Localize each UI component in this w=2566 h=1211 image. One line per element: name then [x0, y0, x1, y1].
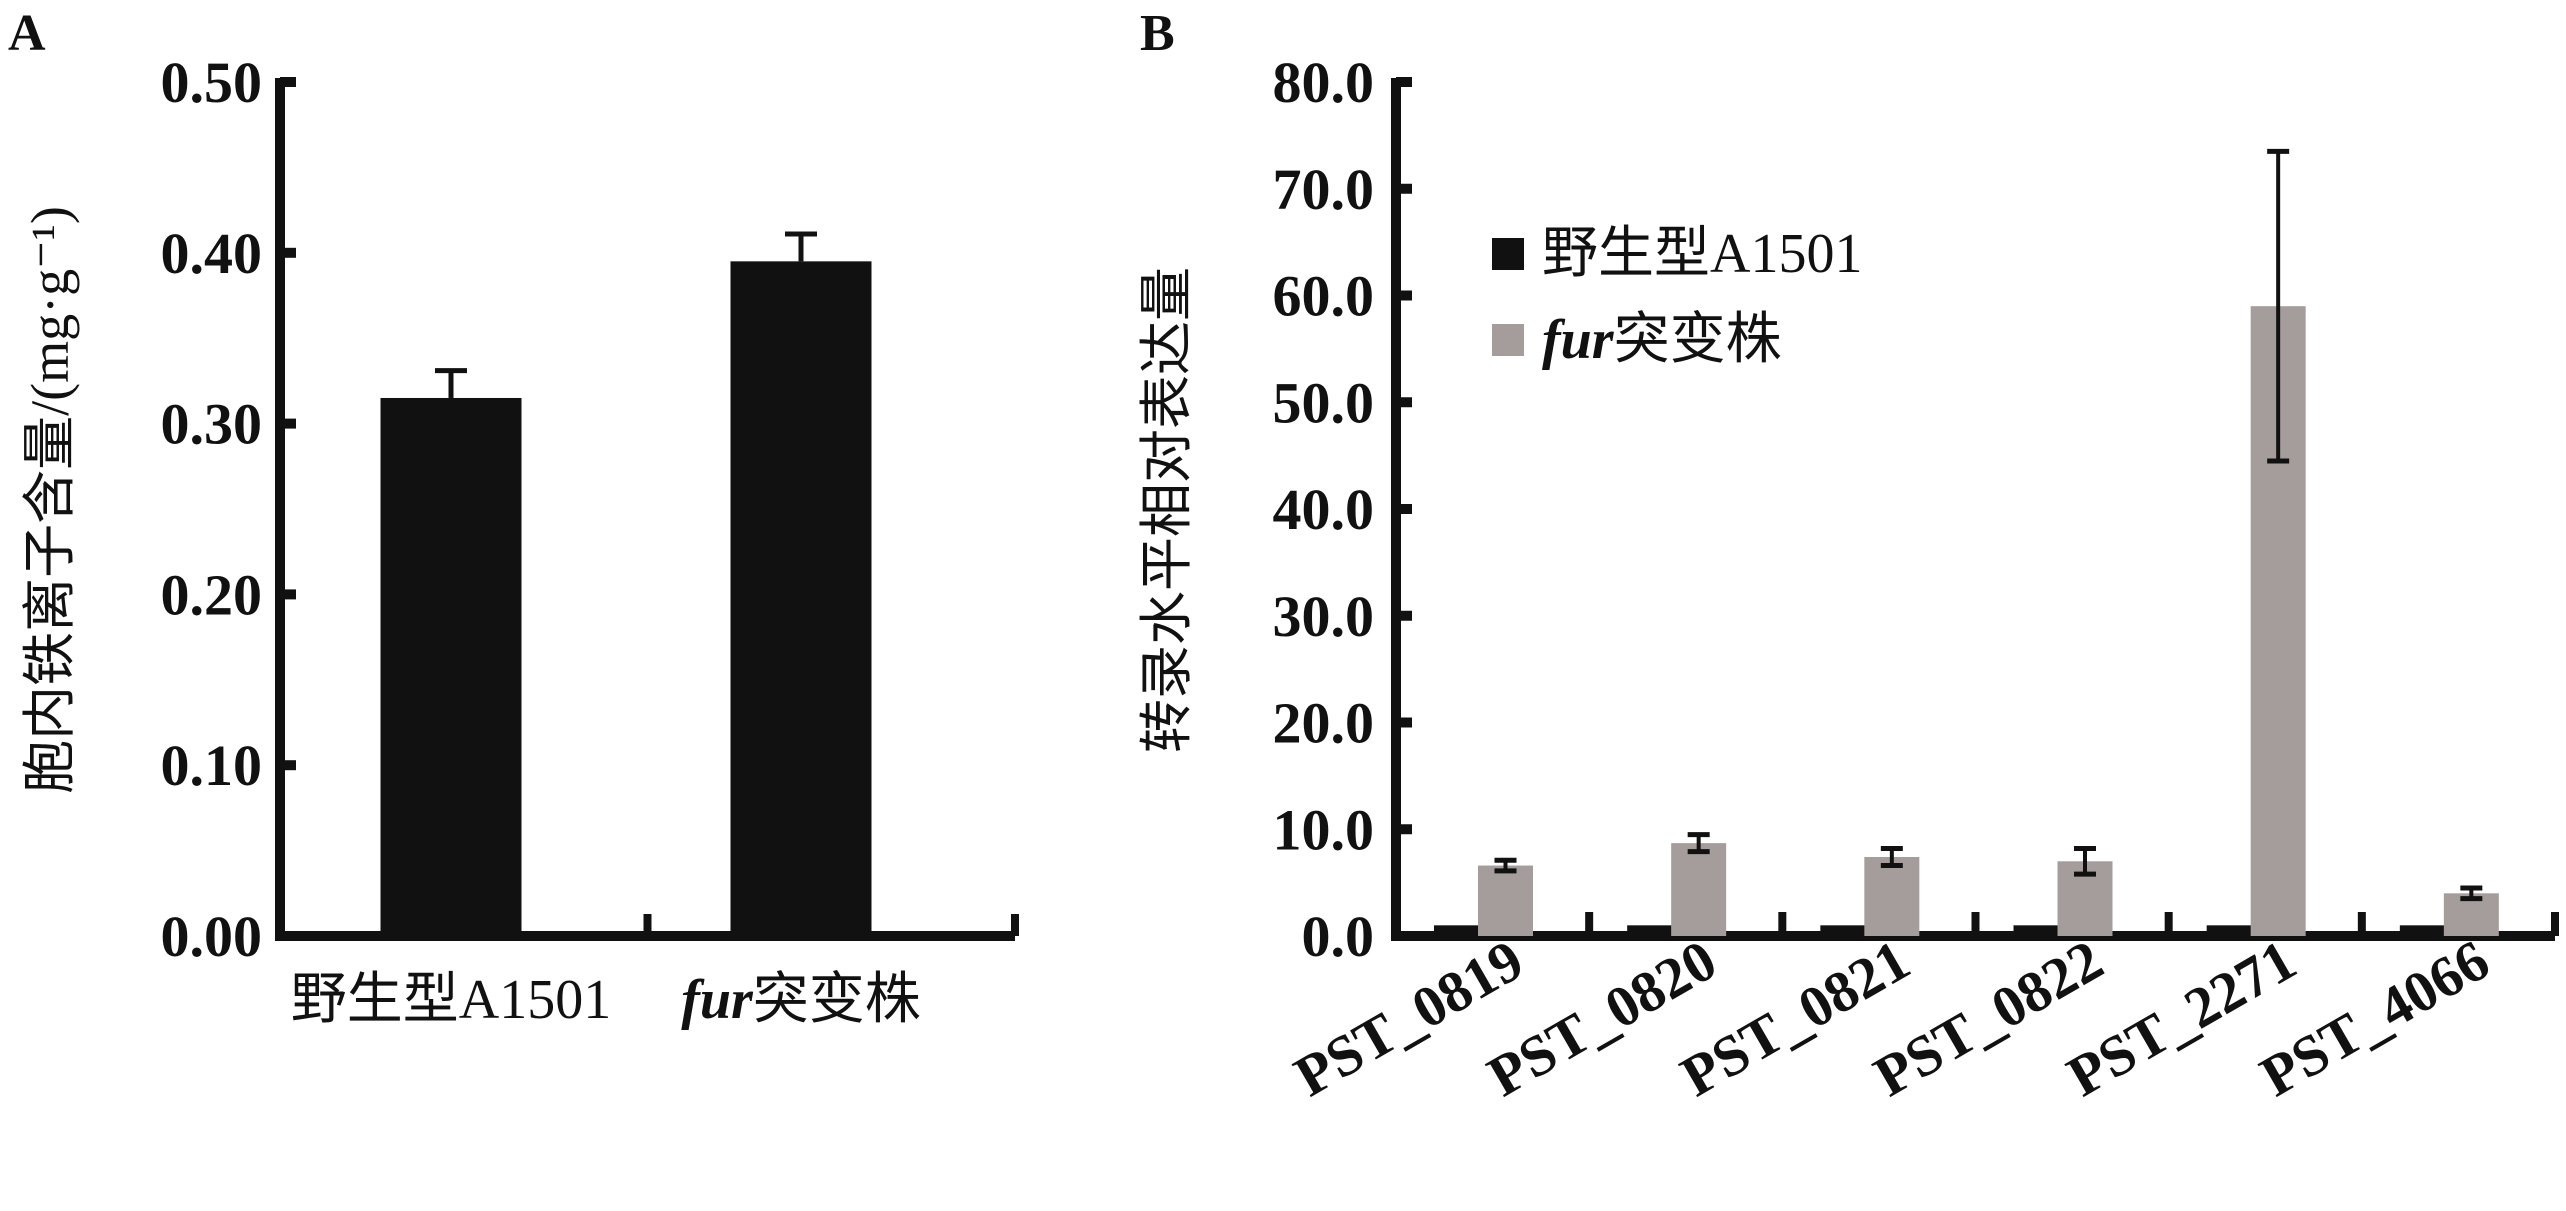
chart-a: 0.00 0.10 0.20 0.30 0.40 0.50 野生型A1501 fur突变株 胞内… — [20, 50, 1019, 1031]
bar-mutant — [1671, 843, 1727, 936]
x-tick-label: fur突变株 — [681, 969, 921, 1031]
y-tick-label: 30.0 — [1273, 584, 1375, 649]
bar-wildtype — [2399, 925, 2445, 936]
y-tick-label: 50.0 — [1273, 370, 1375, 435]
bar — [380, 397, 522, 937]
bar-wildtype — [2013, 925, 2059, 936]
panel-label-b: B — [1140, 5, 1175, 62]
x-tick-label: 野生型A1501 — [291, 969, 611, 1031]
y-tick-label: 0.40 — [161, 221, 263, 286]
legend-text: 野生型A1501 — [1542, 223, 1862, 285]
legend-label: fur突变株 — [1542, 309, 1782, 371]
y-tick-label: 40.0 — [1273, 477, 1375, 542]
category-text: 野生型A1501 — [291, 969, 611, 1031]
y-tick-label: 0.30 — [161, 392, 263, 457]
y-axis-title: 胞内铁离子含量/(mg·g⁻¹) — [20, 206, 80, 794]
bar-wildtype — [1434, 925, 1479, 936]
bar — [730, 261, 872, 937]
italic-gene-name: fur — [1542, 309, 1615, 371]
italic-gene-name: fur — [681, 969, 754, 1031]
y-tick-label: 70.0 — [1273, 157, 1375, 222]
y-tick-label: 0.00 — [161, 904, 263, 969]
bar-wildtype — [1627, 925, 1673, 936]
legend-swatch — [1492, 238, 1524, 270]
bar-mutant — [1864, 857, 1920, 936]
y-tick-label: 60.0 — [1273, 264, 1375, 329]
legend-text: 突变株 — [1614, 309, 1782, 371]
y-tick-label: 0.0 — [1302, 904, 1375, 969]
y-tick-label: 10.0 — [1273, 797, 1375, 862]
panel-label-a: A — [8, 5, 46, 62]
y-axis-title: 转录水平相对表达量 — [1137, 267, 1197, 753]
bar-mutant — [1478, 865, 1533, 936]
bar-wildtype — [1820, 925, 1866, 936]
chart-b: 0.010.020.030.040.050.060.070.080.0PST_0… — [1137, 50, 2559, 1109]
legend-label: 野生型A1501 — [1542, 223, 1862, 285]
y-tick-label: 0.10 — [161, 733, 263, 798]
y-tick-label: 80.0 — [1273, 50, 1375, 115]
y-tick-label: 0.50 — [161, 50, 263, 115]
legend-swatch — [1492, 324, 1524, 356]
y-tick-label: 20.0 — [1273, 691, 1375, 756]
y-tick-label: 0.20 — [161, 562, 263, 627]
category-text: 突变株 — [753, 969, 921, 1031]
bar-wildtype — [2206, 925, 2252, 936]
